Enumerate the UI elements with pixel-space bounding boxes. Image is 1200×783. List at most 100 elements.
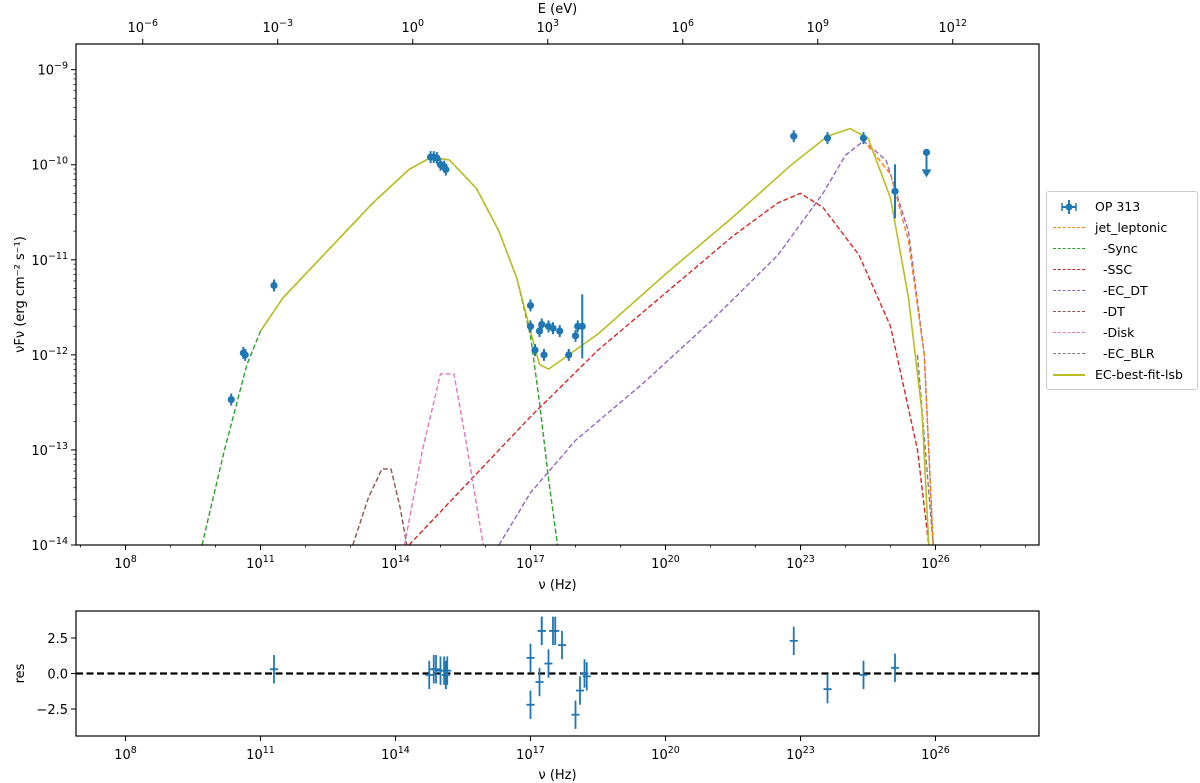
- res-x-tick-label: 108: [114, 745, 137, 763]
- y-tick-label: 10−11: [31, 251, 68, 269]
- residual-point: [789, 626, 798, 656]
- x-tick-label: 1017: [516, 554, 545, 572]
- residual-point: [551, 616, 560, 646]
- top-x-tick-label: 106: [671, 18, 694, 36]
- res-x-tick-label: 1026: [921, 745, 950, 763]
- legend-item: -Disk: [1047, 322, 1197, 343]
- y-tick-label: 10−14: [31, 536, 68, 554]
- dashed-line-icon: [1053, 332, 1085, 333]
- residual-point: [526, 690, 535, 719]
- res-y-tick-label: −2.5: [36, 703, 68, 718]
- res-x-tick-label: 1020: [651, 745, 680, 763]
- curve-dt: [352, 468, 408, 545]
- x-tick-label: 1011: [246, 554, 275, 572]
- x-tick-label: 1020: [651, 554, 680, 572]
- x-axis-label: ν (Hz): [538, 578, 576, 593]
- curve-ec-best-fit-lsb: [259, 127, 930, 545]
- data-point: [270, 279, 278, 292]
- data-point: [891, 164, 899, 219]
- data-point: [571, 329, 580, 342]
- legend-label: jet_leptonic: [1095, 220, 1168, 235]
- dashed-line-icon: [1053, 248, 1085, 249]
- residual-point: [425, 660, 434, 690]
- legend: OP 313 jet_leptonic -Sync -SSC -EC_DT -DT…: [1046, 191, 1198, 390]
- data-point: [531, 344, 539, 357]
- residual-point: [582, 662, 591, 691]
- data-point: [823, 132, 832, 145]
- data-point: [565, 348, 573, 361]
- dashed-line-icon: [1053, 227, 1085, 228]
- data-point: [549, 322, 557, 335]
- legend-item: -SSC: [1047, 259, 1197, 280]
- legend-label: -SSC: [1095, 262, 1133, 277]
- y-tick-label: 10−10: [31, 156, 68, 174]
- top-x-tick-label: 1012: [938, 18, 967, 36]
- residual-panel: 2.5 0.0 −2.5 108 1011 1014 1017 1020 1023 1026 ν (…: [13, 610, 1040, 783]
- x-tick-label: 1014: [381, 554, 410, 572]
- data-point: [538, 318, 546, 331]
- legend-item: jet_leptonic: [1047, 217, 1197, 238]
- residual-point: [535, 667, 544, 697]
- top-x-tick-label: 10−3: [262, 18, 293, 36]
- dashed-line-icon: [1053, 269, 1085, 270]
- residual-point: [859, 660, 868, 690]
- residual-point: [823, 674, 832, 704]
- legend-item: -Sync: [1047, 238, 1197, 259]
- legend-label: -Disk: [1095, 325, 1135, 340]
- legend-item: OP 313: [1047, 196, 1197, 217]
- legend-label: -EC_DT: [1095, 283, 1148, 298]
- res-y-tick-label: 2.5: [47, 632, 68, 647]
- main-axes-frame: [75, 43, 1040, 546]
- res-x-tick-label: 1014: [381, 745, 410, 763]
- dashed-line-icon: [1053, 353, 1085, 354]
- curve-ssc: [408, 192, 930, 545]
- residual-point: [432, 655, 440, 684]
- x-tick-label: 1023: [786, 554, 815, 572]
- solid-line-icon: [1053, 373, 1085, 376]
- dashed-line-icon: [1053, 311, 1085, 312]
- top-x-axis-label: E (eV): [538, 2, 577, 17]
- data-point: [556, 325, 564, 338]
- res-x-tick-label: 1017: [516, 745, 545, 763]
- data-point: [578, 294, 586, 359]
- legend-item: EC-best-fit-lsb: [1047, 364, 1197, 385]
- x-tick-label: 108: [114, 554, 137, 572]
- legend-label: EC-best-fit-lsb: [1095, 367, 1183, 382]
- residual-point: [526, 643, 535, 673]
- top-x-tick-label: 109: [806, 18, 829, 36]
- top-x-tick-label: 100: [401, 18, 424, 36]
- res-x-tick-label: 1023: [786, 745, 815, 763]
- dashed-line-icon: [1053, 290, 1085, 291]
- residual-point: [270, 655, 278, 684]
- legend-label: -EC_BLR: [1095, 346, 1155, 361]
- residual-point: [576, 676, 584, 705]
- data-point: [859, 132, 868, 145]
- data-point: [540, 348, 548, 361]
- data-point: [526, 320, 535, 333]
- residual-point: [441, 660, 450, 690]
- data-point: [433, 152, 441, 165]
- res-x-tick-label: 1011: [246, 745, 275, 763]
- data-point: [442, 163, 450, 176]
- y-tick-label: 10−9: [37, 61, 68, 79]
- y-tick-label: 10−12: [31, 346, 68, 364]
- curve-jet-leptonic: [867, 145, 934, 545]
- sed-main-panel: 108 1011 1014 1017 1020 1023 1026 10−6 10−3 100 10…: [13, 2, 1040, 593]
- top-x-tick-label: 10−6: [127, 18, 158, 36]
- legend-item: -EC_DT: [1047, 280, 1197, 301]
- legend-item: -EC_BLR: [1047, 343, 1197, 364]
- res-y-axis-label: res: [13, 663, 28, 683]
- errorbar-marker-icon: [1053, 199, 1085, 214]
- res-y-tick-label: 0.0: [47, 668, 68, 683]
- data-point: [921, 148, 932, 178]
- data-point: [241, 348, 249, 361]
- y-tick-label: 10−13: [31, 441, 68, 459]
- data-point: [227, 393, 235, 406]
- x-tick-label: 1026: [921, 554, 950, 572]
- curve-ec-dt: [498, 140, 934, 545]
- residual-point: [891, 653, 899, 683]
- curve-sync: [201, 156, 559, 545]
- res-x-axis-label: ν (Hz): [538, 768, 576, 783]
- top-x-tick-label: 103: [536, 18, 559, 36]
